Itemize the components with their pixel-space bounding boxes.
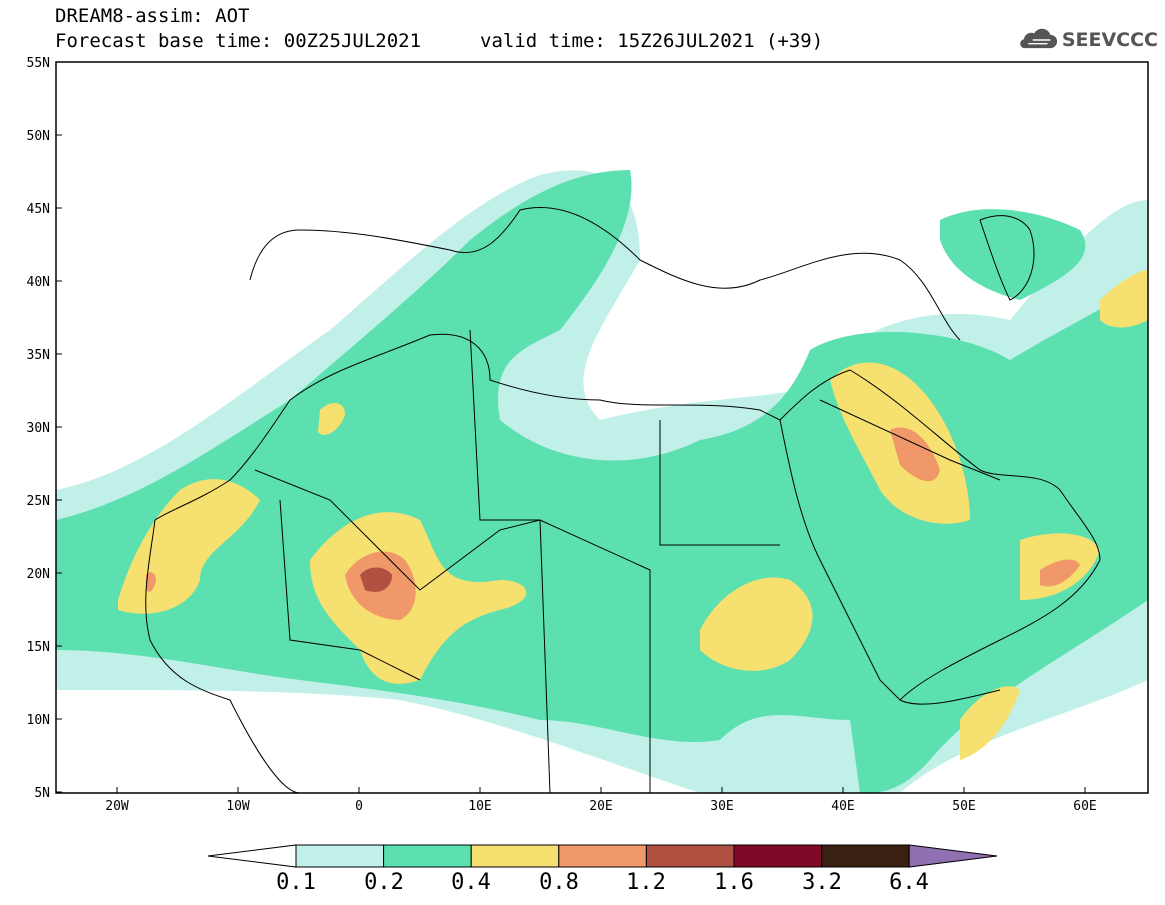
lat-label: 45N <box>27 202 50 217</box>
lat-label: 25N <box>27 494 50 509</box>
coastline-caspian <box>979 215 1035 301</box>
colorbar <box>207 844 998 868</box>
coastline-europe <box>249 206 961 341</box>
border-line-3 <box>659 420 780 546</box>
lat-label: 10N <box>27 713 50 728</box>
aot-band-0.4-sahel <box>310 512 527 684</box>
aot-band-0.8-iraq <box>890 427 940 482</box>
aot-band-1.2-niger <box>360 567 392 592</box>
lat-label: 50N <box>27 129 50 144</box>
border-line-1 <box>254 469 651 793</box>
aot-band-0.4-somalia <box>960 686 1020 760</box>
lat-tick: 55N <box>27 56 62 71</box>
aot-band-0.2 <box>56 170 1148 793</box>
colorbar-label: 6.4 <box>889 870 929 895</box>
colorbar-label: 3.2 <box>802 870 842 895</box>
lon-label: 10W <box>226 799 250 814</box>
lon-label: 20E <box>589 799 612 814</box>
forecast-base-time: Forecast base time: 00Z25JUL2021 <box>55 30 422 52</box>
border-line-5 <box>279 499 421 681</box>
colorbar-label: 0.2 <box>364 870 404 895</box>
lat-label: 15N <box>27 640 50 655</box>
lon-tick: 0 <box>355 787 363 814</box>
aot-band-0.4-morocco <box>318 403 345 435</box>
colorbar-swatch <box>470 844 560 868</box>
aot-band-0.8-oman <box>1040 559 1080 587</box>
lat-tick: 15N <box>27 640 62 655</box>
lat-label: 5N <box>34 786 50 801</box>
map-header: DREAM8-assim: AOT Forecast base time: 00… <box>55 4 823 54</box>
aot-band-0.2-caspian <box>940 209 1086 300</box>
colorbar-swatch <box>645 844 735 868</box>
cloud-icon <box>1020 28 1058 49</box>
aot-band-0.8-westcoast <box>146 572 156 592</box>
valid-time: valid time: 15Z26JUL2021 (+39) <box>480 30 824 52</box>
lat-axis: 55N 50N 45N 40N 35N 30N 25N 20N 15N 10N … <box>27 56 62 801</box>
lat-label: 35N <box>27 348 50 363</box>
lat-tick: 45N <box>27 202 62 217</box>
lat-tick: 5N <box>34 786 62 801</box>
lat-tick: 40N <box>27 275 62 290</box>
aot-field <box>56 62 1148 793</box>
lat-label: 40N <box>27 275 50 290</box>
seevccc-logo: SEEVCCC <box>1018 22 1158 58</box>
lon-label: 0 <box>355 799 363 814</box>
coastline-africa <box>145 333 1001 793</box>
lon-tick: 20E <box>589 787 613 814</box>
colorbar-swatch <box>733 844 823 868</box>
lat-label: 20N <box>27 567 50 582</box>
coastline-arabia <box>779 369 1101 701</box>
lon-tick: 20W <box>105 787 129 814</box>
colorbar-swatch-lower <box>207 844 297 868</box>
logo-text: SEEVCCC <box>1061 29 1158 51</box>
lat-tick: 50N <box>27 129 62 144</box>
lon-label: 60E <box>1073 799 1096 814</box>
lat-tick: 25N <box>27 494 62 509</box>
lon-axis: 20W 10W 0 10E 20E 30E 40E 50E 60E <box>105 787 1097 814</box>
colorbar-swatch <box>383 844 472 868</box>
lat-tick: 20N <box>27 567 62 582</box>
aot-band-0.4-sudan <box>700 577 813 671</box>
lat-label: 30N <box>27 421 50 436</box>
lon-tick: 40E <box>831 787 855 814</box>
map-title: DREAM8-assim: AOT <box>55 5 250 27</box>
lon-label: 50E <box>952 799 975 814</box>
lon-tick: 50E <box>952 787 976 814</box>
colorbar-label: 0.8 <box>539 870 579 895</box>
colorbar-label: 1.2 <box>626 870 666 895</box>
coastlines <box>145 206 1101 793</box>
lon-tick: 10E <box>468 787 492 814</box>
lon-tick: 10W <box>226 787 250 814</box>
lon-label: 20W <box>105 799 129 814</box>
colorbar-label: 1.6 <box>714 870 754 895</box>
colorbar-label: 0.1 <box>276 870 316 895</box>
colorbar-swatch <box>821 844 910 868</box>
colorbar-swatch-upper <box>908 844 998 868</box>
lat-label: 55N <box>27 56 50 71</box>
lon-label: 10E <box>468 799 491 814</box>
lat-tick: 35N <box>27 348 62 363</box>
colorbar-swatch <box>558 844 647 868</box>
lat-tick: 10N <box>27 713 62 728</box>
lat-tick: 30N <box>27 421 62 436</box>
colorbar-swatch <box>295 844 385 868</box>
border-line-4 <box>819 399 1001 481</box>
lon-label: 40E <box>831 799 854 814</box>
aot-band-0.4-pakistan <box>1100 270 1148 328</box>
lon-label: 30E <box>710 799 733 814</box>
lon-tick: 60E <box>1073 787 1097 814</box>
border-line-2 <box>469 329 551 793</box>
lon-tick: 30E <box>710 787 734 814</box>
colorbar-label: 0.4 <box>451 870 491 895</box>
